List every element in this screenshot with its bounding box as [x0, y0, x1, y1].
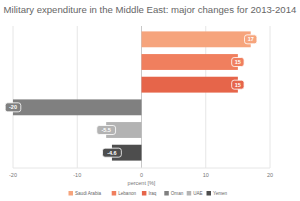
legend-swatch [69, 191, 74, 196]
legend-label: Oman [171, 191, 184, 196]
tick-label: 10 [203, 172, 209, 178]
legend-swatch [187, 191, 192, 196]
bar [13, 99, 142, 115]
tick-label: 20 [267, 172, 273, 178]
bar [142, 31, 251, 47]
data-label-box [245, 35, 257, 44]
title: Military expenditure in the Middle East:… [4, 4, 297, 15]
data-label: 17 [248, 36, 254, 42]
data-label-box [232, 58, 244, 67]
x-axis [13, 168, 270, 169]
data-label: -4.6 [107, 150, 116, 156]
legend-label: Yemen [213, 191, 228, 196]
bar [142, 77, 238, 93]
bars [13, 31, 251, 160]
chart-svg: Military expenditure in the Middle East:… [0, 0, 300, 201]
legend-label: UAE [193, 191, 202, 196]
grid [13, 26, 270, 168]
grid-line [205, 26, 206, 168]
data-label: -5.5 [101, 127, 110, 133]
tick-label: -10 [73, 172, 81, 178]
legend-label: Saudi Arabia [75, 191, 101, 196]
grid-line [270, 26, 271, 168]
data-label-box [97, 126, 116, 135]
grid-line [13, 26, 14, 168]
data-label-box [232, 80, 244, 89]
data-label-box [5, 103, 21, 112]
tick-label: -20 [9, 172, 17, 178]
legend-swatch [164, 191, 169, 196]
chart-root: Military expenditure in the Middle East:… [0, 0, 300, 201]
legend-swatch [142, 191, 147, 196]
legend-swatch [112, 191, 117, 196]
data-label: -20 [9, 104, 17, 110]
legend-label: Lebanon [118, 191, 136, 196]
data-label-box [103, 148, 122, 157]
data-label: 15 [235, 59, 241, 65]
legend-swatch [207, 191, 212, 196]
legend: Saudi Arabia Lebanon Iraq Oman UAE Yemen [69, 191, 228, 196]
data-labels: 17 15 15 -20 -5.5 -4.6 [5, 35, 257, 157]
x-axis-label: percent [%] [128, 180, 156, 186]
bar [142, 54, 238, 70]
grid-line [77, 26, 78, 168]
legend-label: Iraq [148, 191, 156, 196]
data-label: 15 [235, 82, 241, 88]
tick-label: 0 [140, 172, 143, 178]
